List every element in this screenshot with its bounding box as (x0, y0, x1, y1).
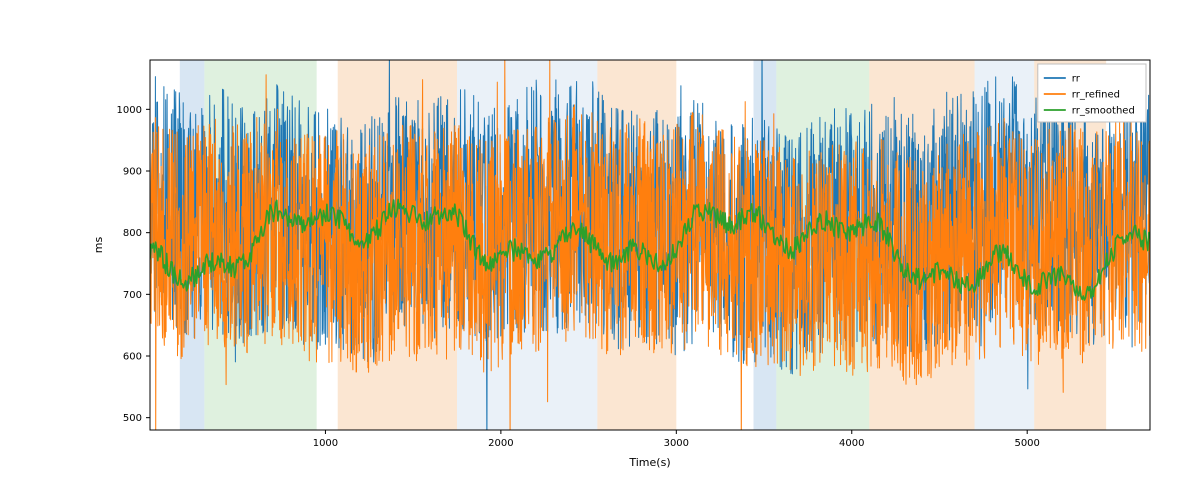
svg-text:900: 900 (123, 167, 142, 178)
svg-text:2000: 2000 (488, 438, 513, 449)
svg-text:3000: 3000 (664, 438, 689, 449)
svg-text:1000: 1000 (313, 438, 338, 449)
svg-text:5000: 5000 (1014, 438, 1039, 449)
svg-text:700: 700 (123, 290, 142, 301)
legend-label: rr_refined (1072, 90, 1120, 101)
hrv-time-series-chart: 1000 2000 3000 4000 5000 Time(s) 500 600 700 800 9… (0, 0, 1200, 500)
x-axis-label: Time(s) (628, 456, 670, 469)
svg-text:800: 800 (123, 228, 142, 239)
x-axis: 1000 2000 3000 4000 5000 (313, 430, 1040, 449)
legend-label: rr_smoothed (1072, 106, 1135, 117)
svg-text:600: 600 (123, 352, 142, 363)
y-axis: 500 600 700 800 900 1000 (117, 105, 150, 424)
svg-text:500: 500 (123, 413, 142, 424)
legend: rr rr_refined rr_smoothed (1038, 64, 1146, 122)
svg-text:1000: 1000 (117, 105, 142, 116)
chart-svg: 1000 2000 3000 4000 5000 Time(s) 500 600 700 800 9… (0, 0, 1200, 500)
y-axis-label: ms (92, 237, 105, 254)
svg-text:4000: 4000 (839, 438, 864, 449)
legend-label: rr (1072, 74, 1081, 85)
